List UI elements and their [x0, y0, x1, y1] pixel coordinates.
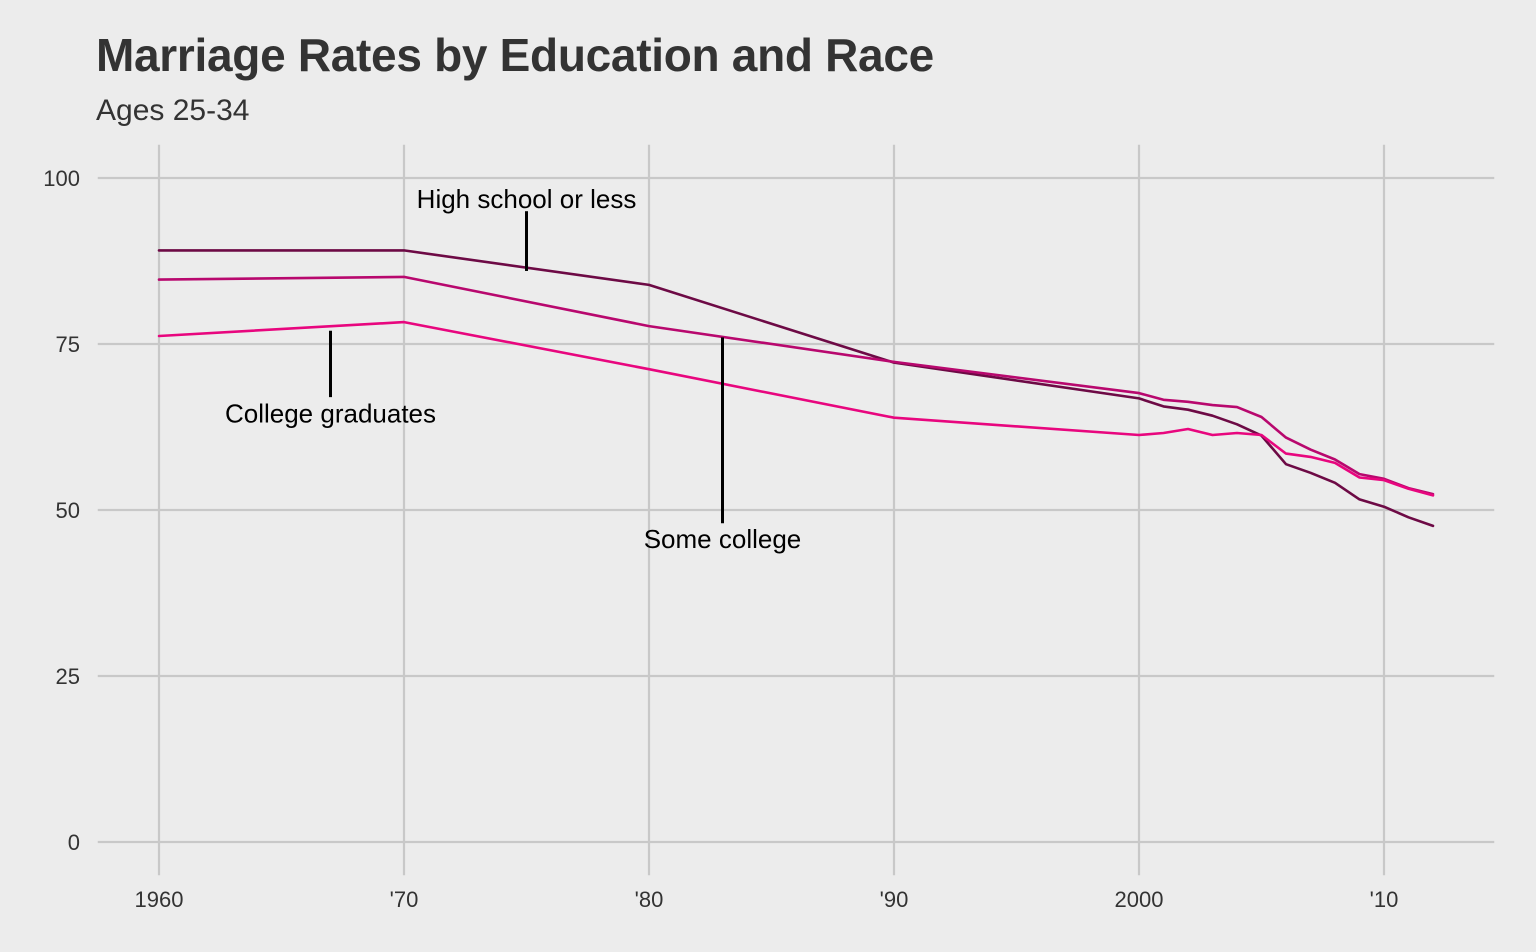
x-tick-label: '80 [635, 887, 664, 912]
chart-subtitle: Ages 25-34 [96, 94, 250, 127]
axis-tick-labels: 0 25 50 75 100 1960 '70 '80 '90 2000 '10 [43, 166, 1398, 912]
x-tick-label: '70 [390, 887, 419, 912]
chart-title: Marriage Rates by Education and Race [96, 29, 934, 81]
annotation-label: Some college [644, 524, 802, 554]
x-tick-label: 2000 [1115, 887, 1164, 912]
series-line-high-school-or-less [157, 249, 1435, 528]
y-tick-label: 75 [56, 332, 80, 357]
y-tick-label: 0 [68, 830, 80, 855]
annotations: High school or less College graduates Some… [225, 184, 801, 554]
y-tick-label: 25 [56, 664, 80, 689]
series-line-some-college [157, 275, 1435, 496]
series-lines [157, 249, 1435, 528]
x-tick-label: '10 [1370, 887, 1399, 912]
y-tick-label: 50 [56, 498, 80, 523]
annotation-label: College graduates [225, 398, 436, 428]
x-tick-label: '90 [880, 887, 909, 912]
annotation-label: High school or less [417, 184, 637, 214]
y-tick-label: 100 [43, 166, 80, 191]
gridlines [97, 144, 1495, 876]
x-tick-label: 1960 [135, 887, 184, 912]
series-line-college-graduates [157, 320, 1435, 497]
